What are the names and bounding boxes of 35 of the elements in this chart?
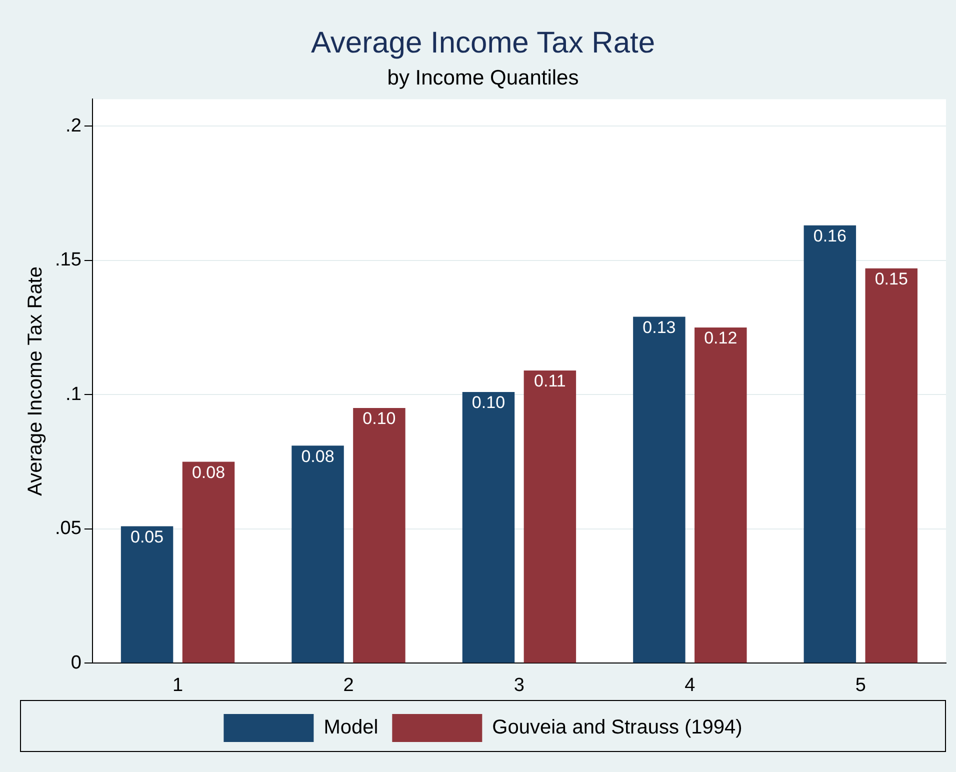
bar	[292, 446, 344, 663]
data-label: 0.10	[362, 409, 396, 428]
y-tick-label: .05	[54, 518, 82, 540]
x-tick-label: 5	[855, 674, 866, 696]
x-tick-label: 1	[172, 674, 184, 696]
x-tick-label: 4	[684, 674, 696, 696]
y-tick-label: .2	[66, 115, 82, 136]
chart-title: Average Income Tax Rate	[310, 26, 656, 60]
x-tick-label: 3	[514, 674, 524, 696]
data-label: 0.05	[130, 527, 164, 546]
legend-label: Model	[324, 716, 378, 739]
data-label: 0.08	[301, 446, 334, 466]
y-axis-title: Average Income Tax Rate	[24, 266, 47, 496]
bar	[462, 392, 515, 663]
data-label: 0.08	[192, 462, 226, 482]
legend-label: Gouveia and Strauss (1994)	[492, 716, 742, 739]
data-label: 0.11	[534, 372, 566, 391]
bar	[182, 462, 235, 663]
bar	[694, 327, 747, 663]
y-tick-label: 0	[70, 652, 82, 674]
y-tick-label: .1	[66, 384, 82, 405]
data-label: 0.12	[704, 328, 738, 348]
chart-subtitle: by Income Quantiles	[387, 66, 579, 90]
bar	[804, 225, 856, 663]
data-label: 0.15	[874, 270, 908, 289]
bar	[524, 370, 576, 663]
data-label: 0.13	[642, 318, 676, 337]
x-tick-label: 2	[343, 674, 354, 696]
data-label: 0.10	[472, 393, 506, 412]
bar	[120, 526, 174, 663]
y-tick-label: .15	[54, 250, 82, 271]
data-label: 0.16	[813, 226, 846, 246]
bar	[633, 316, 686, 663]
bar	[865, 268, 918, 663]
bar	[353, 408, 406, 663]
